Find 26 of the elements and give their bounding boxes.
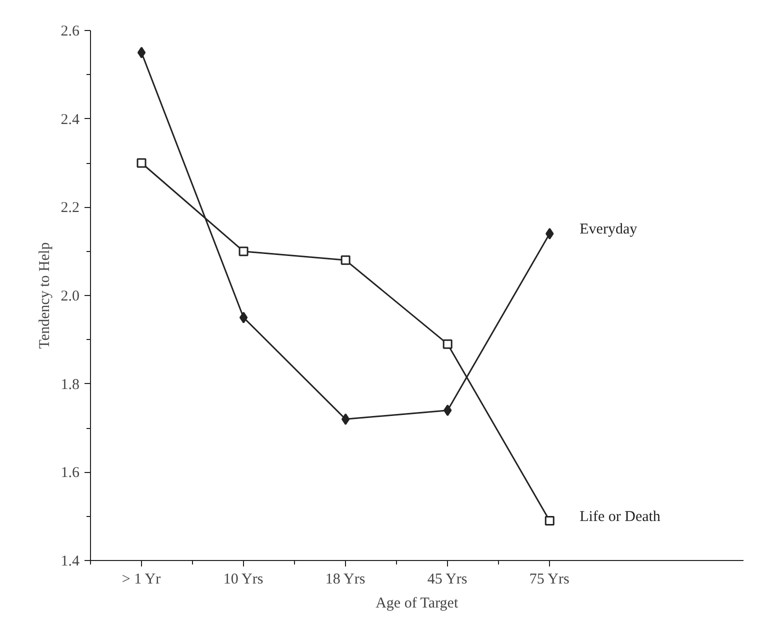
y-tick-label: 1.8 (60, 376, 80, 393)
point (444, 404, 452, 416)
series-label: Life or Death (580, 508, 661, 525)
y-axis-title: Tendency to Help (36, 242, 53, 349)
y-tick-label: 2.6 (60, 24, 80, 40)
y-tick-label: 2.2 (60, 200, 80, 216)
y-tick-label: 1.4 (60, 554, 80, 570)
y-tick-label: 2.0 (60, 288, 80, 304)
x-tick-label: > 1 Yr (122, 572, 161, 588)
series-label: Everyday (580, 222, 638, 238)
y-tick-label: 1.6 (60, 465, 80, 482)
x-tick-label: 10 Yrs (223, 572, 264, 588)
point (442, 339, 452, 349)
point (544, 516, 554, 526)
point (238, 246, 248, 256)
x-tick-label: 18 Yrs (325, 572, 366, 588)
point (136, 158, 146, 168)
x-axis-title: Age of Target (376, 596, 459, 612)
point (546, 228, 554, 240)
point (137, 46, 146, 58)
point (239, 312, 248, 324)
x-tick-label: 75 Yrs (529, 572, 570, 588)
x-tick-label: 45 Yrs (427, 572, 468, 588)
point (341, 413, 350, 425)
y-tick-label: 2.4 (60, 112, 80, 128)
point (340, 255, 350, 265)
